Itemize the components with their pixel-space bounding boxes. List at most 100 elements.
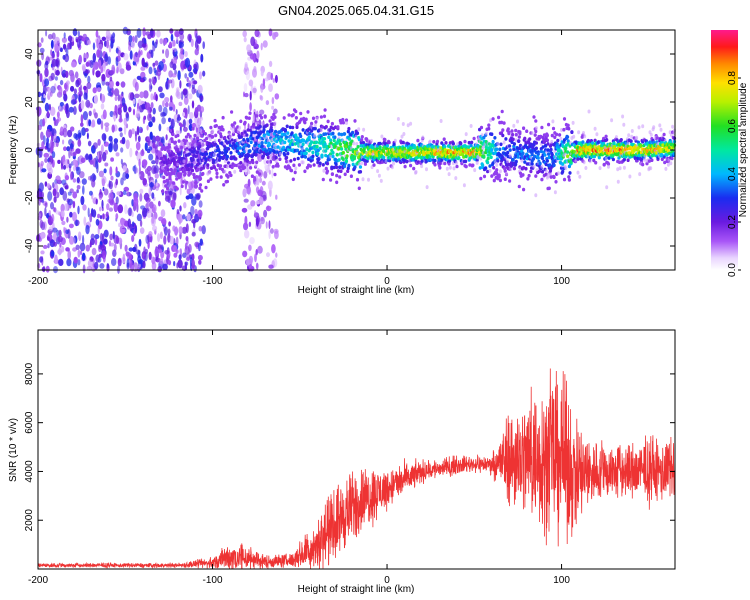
spectrogram-cell bbox=[358, 170, 363, 174]
spectrogram-cell bbox=[504, 155, 508, 160]
spectrogram-cell bbox=[578, 174, 582, 179]
spectrogram-cell bbox=[60, 203, 65, 213]
spectrogram-cell bbox=[217, 158, 221, 162]
spectrogram-cell bbox=[54, 76, 58, 81]
snr-x-axis-label: Height of straight line (km) bbox=[298, 584, 415, 595]
spectrogram-cell bbox=[169, 106, 173, 111]
spectrogram-cell bbox=[191, 196, 197, 206]
spectrogram-cell bbox=[457, 156, 461, 160]
chart-title: GN04.2025.065.04.31.G15 bbox=[278, 3, 434, 18]
spectrogram-cell bbox=[304, 117, 308, 122]
spectrogram-cell bbox=[169, 28, 174, 34]
spectrogram-cell bbox=[255, 160, 259, 165]
spectrogram-cell bbox=[327, 135, 331, 139]
spectrogram-cell bbox=[220, 151, 225, 155]
spectrogram-cell bbox=[346, 169, 350, 173]
spectrogram-cell bbox=[156, 30, 161, 38]
spectrogram-cell bbox=[248, 160, 252, 165]
spectrogram-cell bbox=[340, 161, 344, 166]
spectrogram-cell bbox=[167, 228, 171, 235]
spectrogram-cell bbox=[124, 204, 128, 215]
spectrogram-cell bbox=[492, 165, 496, 170]
spectrogram-cell bbox=[80, 114, 84, 124]
spectrogram-cell bbox=[69, 143, 74, 150]
spectrogram-cell bbox=[260, 144, 264, 148]
spectrogram-cell bbox=[79, 242, 86, 252]
spectrogram-cell bbox=[552, 163, 556, 167]
spectrogram-cell bbox=[108, 207, 113, 212]
spectrogram-cell bbox=[438, 161, 443, 165]
spectrogram-cell bbox=[40, 37, 44, 43]
spectrogram-cell bbox=[109, 233, 114, 241]
spectrogram-cell bbox=[497, 173, 501, 177]
spectrogram-cell bbox=[464, 164, 468, 169]
spectrogram-cell bbox=[83, 92, 88, 100]
spectrogram-cell bbox=[254, 210, 257, 216]
spectrogram-cell bbox=[286, 151, 290, 156]
spectrogram-cell bbox=[139, 193, 143, 202]
spectrogram-cell bbox=[248, 111, 252, 115]
spectrogram-cell bbox=[209, 166, 214, 170]
spectrogram-cell bbox=[259, 94, 262, 100]
spectrogram-cell bbox=[508, 144, 512, 148]
spectrogram-cell bbox=[228, 135, 232, 139]
spectrogram-cell bbox=[329, 178, 333, 182]
spectrogram-cell bbox=[567, 178, 572, 182]
spectrogram-cell bbox=[101, 133, 107, 141]
spectrogram-cell bbox=[55, 175, 61, 182]
spectrogram-cell bbox=[270, 72, 273, 81]
spectrogram-cell bbox=[554, 180, 558, 184]
spectrogram-cell bbox=[447, 172, 451, 177]
spectrogram-cell bbox=[459, 142, 463, 146]
spectrogram-cell bbox=[136, 108, 141, 118]
spectrogram-cell bbox=[177, 214, 183, 224]
spectrogram-cell bbox=[498, 178, 502, 183]
spectrogram-cell bbox=[509, 164, 513, 168]
spectrogram-cell bbox=[393, 138, 397, 143]
spectrogram-cell bbox=[192, 172, 196, 177]
spectrogram-cell bbox=[242, 138, 246, 142]
spectrogram-cell bbox=[660, 140, 664, 145]
spectrogram-cell bbox=[582, 131, 585, 135]
spectrogram-cell bbox=[44, 157, 48, 163]
spectrogram-cell bbox=[494, 159, 497, 164]
spectrogram-cell bbox=[206, 163, 210, 167]
spectrogram-cell bbox=[98, 170, 105, 178]
spectrogram-cell bbox=[525, 156, 529, 161]
spectrogram-cell bbox=[109, 242, 115, 247]
spectrogram-cell bbox=[420, 159, 424, 163]
spectrogram-cell bbox=[66, 258, 72, 267]
spectrogram-cell bbox=[193, 80, 198, 85]
spectrogram-cell bbox=[65, 103, 69, 112]
spectrogram-cell bbox=[272, 32, 277, 40]
spectrogram-cell bbox=[58, 104, 61, 111]
spectrogram-cell bbox=[176, 91, 182, 100]
spectrogram-cell bbox=[164, 190, 168, 195]
spectrogram-cell bbox=[240, 131, 244, 136]
spectrogram-cell bbox=[42, 265, 46, 273]
spectrogram-cell bbox=[358, 165, 363, 169]
spectrogram-cell bbox=[173, 169, 177, 173]
spectrogram-cell bbox=[89, 190, 93, 196]
spectrogram-cell bbox=[183, 171, 187, 176]
spectrogram-cell bbox=[187, 33, 192, 42]
spectrogram-cell bbox=[125, 139, 130, 150]
spectrogram-cell bbox=[343, 164, 347, 168]
spectrogram-cell bbox=[206, 165, 210, 170]
spectrogram-cell bbox=[294, 109, 298, 114]
spectrogram-cell bbox=[291, 177, 295, 182]
spectrogram-cell bbox=[179, 123, 184, 128]
spectrogram-cell bbox=[469, 124, 473, 128]
spectrogram-cell bbox=[70, 150, 73, 157]
spectrogram-cell bbox=[308, 131, 312, 136]
spectrogram-cell bbox=[47, 33, 53, 40]
spectrogram-cell bbox=[245, 116, 249, 120]
spectrogram-cell bbox=[392, 161, 395, 166]
spectrogram-cell bbox=[497, 115, 501, 120]
spectrogram-cell bbox=[516, 152, 520, 156]
spectrogram-cell bbox=[414, 170, 418, 174]
spectrogram-cell bbox=[269, 125, 273, 130]
spectrogram-cell bbox=[103, 168, 107, 174]
spectrogram-cell bbox=[151, 160, 156, 165]
spectrogram-cell bbox=[125, 64, 132, 71]
